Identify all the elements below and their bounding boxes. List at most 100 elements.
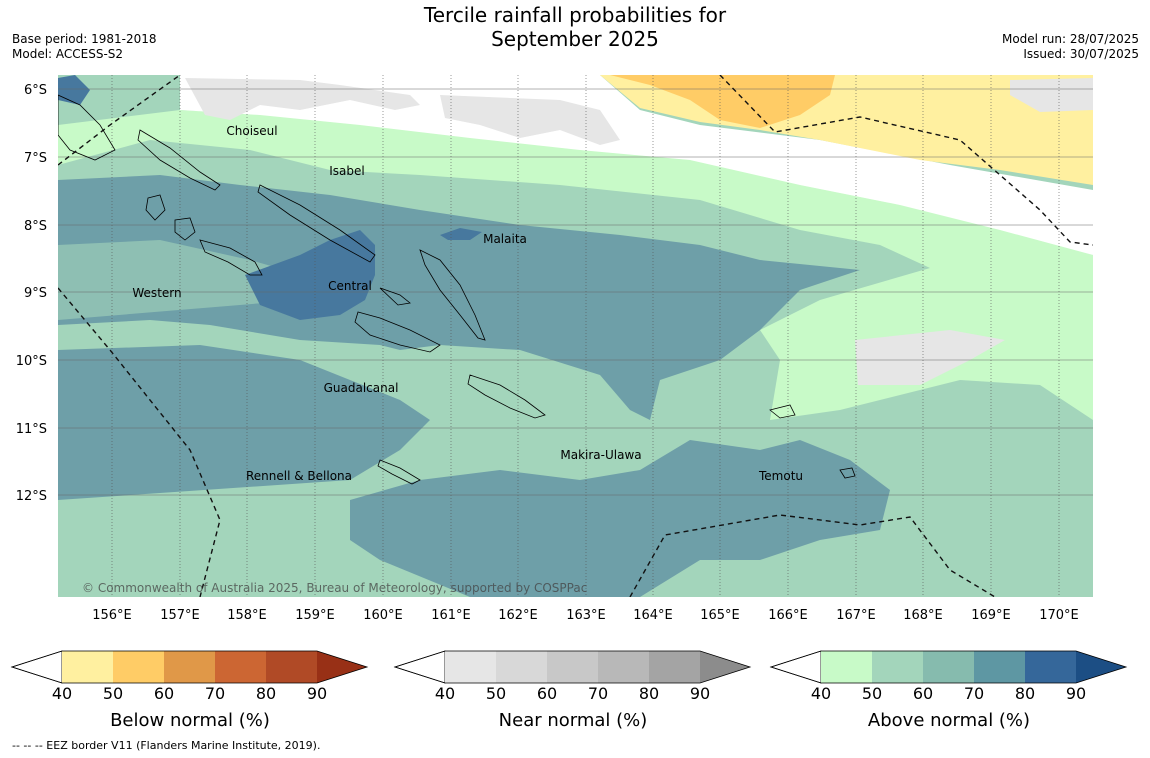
svg-text:70: 70 — [588, 684, 608, 703]
colorbar-near-swatch — [496, 651, 547, 683]
model-name: Model: ACCESS-S2 — [12, 47, 124, 61]
lat-label: 9°S — [24, 286, 47, 301]
label-temotu: Temotu — [758, 469, 803, 483]
island-western-b — [199, 239, 263, 276]
svg-text:80: 80 — [256, 684, 276, 703]
longitude-labels: 156°E 157°E 158°E 159°E 160°E 161°E 162°… — [92, 608, 1079, 623]
lon-label: 160°E — [363, 608, 403, 623]
colorbar-below — [10, 650, 369, 684]
lat-label: 8°S — [24, 219, 47, 234]
colorbar-above-swatch — [974, 651, 1025, 683]
lon-label: 166°E — [768, 608, 808, 623]
colorbar-near-max-arrow — [700, 651, 750, 683]
lon-label: 162°E — [498, 608, 538, 623]
zone-above-70 — [245, 230, 375, 320]
latitude-labels: 6°S 7°S 8°S 9°S 10°S 11°S 12°S — [16, 83, 47, 504]
lon-label: 165°E — [700, 608, 740, 623]
colorbar-near-swatch — [649, 651, 700, 683]
map-title: Tercile rainfall probabilities for Septe… — [375, 3, 775, 51]
svg-text:40: 40 — [811, 684, 831, 703]
svg-text:90: 90 — [1066, 684, 1086, 703]
label-isabel: Isabel — [329, 164, 364, 178]
svg-text:60: 60 — [154, 684, 174, 703]
island-isabel — [257, 184, 376, 263]
lon-label: 157°E — [160, 608, 200, 623]
svg-text:90: 90 — [690, 684, 710, 703]
lon-label: 164°E — [633, 608, 673, 623]
lon-label: 161°E — [431, 608, 471, 623]
colorbar-above — [769, 650, 1128, 684]
label-malaita: Malaita — [483, 232, 527, 246]
meridians — [111, 75, 1060, 597]
svg-text:40: 40 — [435, 684, 455, 703]
zone-above-60-b — [58, 345, 430, 500]
label-central: Central — [328, 279, 372, 293]
colorbar-above-min-arrow — [769, 650, 822, 684]
lon-label: 163°E — [566, 608, 606, 623]
colorbar-above-swatch — [821, 651, 872, 683]
lon-label: 169°E — [971, 608, 1011, 623]
colorbar-below-swatch — [164, 651, 215, 683]
lon-label: 168°E — [903, 608, 943, 623]
lon-label: 156°E — [92, 608, 132, 623]
zone-below-50 — [610, 75, 835, 128]
svg-text:50: 50 — [862, 684, 882, 703]
label-rennell-bellona: Rennell & Bellona — [246, 469, 352, 483]
zone-no-signal — [180, 75, 1093, 255]
island-choiseul — [137, 129, 221, 191]
island-western-c — [145, 194, 166, 221]
issued-date: Issued: 30/07/2025 — [1023, 47, 1139, 61]
svg-text:80: 80 — [1015, 684, 1035, 703]
zone-above-60-c — [350, 440, 890, 597]
svg-text:80: 80 — [639, 684, 659, 703]
island-temotu-b — [839, 467, 856, 479]
label-guadalcanal: Guadalcanal — [324, 381, 399, 395]
colorbar-below-swatch — [62, 651, 113, 683]
colorbar-below-swatch — [113, 651, 164, 683]
colorbar-above-swatch — [872, 651, 923, 683]
colorbar-below-max-arrow — [317, 651, 367, 683]
island-rennell — [377, 459, 421, 485]
probability-field — [58, 75, 1093, 597]
colorbar-above-swatch — [1025, 651, 1076, 683]
zone-near-40-b — [440, 95, 620, 145]
svg-text:70: 70 — [205, 684, 225, 703]
legend-above-label: Above normal (%) — [868, 710, 1030, 731]
coastlines — [58, 94, 856, 485]
zone-near-40-a — [185, 78, 420, 120]
svg-text:40: 40 — [52, 684, 72, 703]
island-florida — [379, 287, 411, 306]
zone-above-60 — [58, 175, 860, 420]
zone-above-50-west — [58, 240, 320, 320]
island-western-a — [174, 217, 196, 241]
colorbar-labels: Below normal (%) Near normal (%) Above n… — [110, 710, 1030, 731]
colorbar-near-swatch — [598, 651, 649, 683]
colorbar-above-swatch — [923, 651, 974, 683]
legend-below-label: Below normal (%) — [110, 710, 270, 731]
meta-left: Base period: 1981-2018 Model: ACCESS-S2 — [12, 32, 157, 62]
island-temotu-a — [769, 404, 796, 419]
lat-label: 7°S — [24, 151, 47, 166]
model-run: Model run: 28/07/2025 — [1001, 32, 1139, 46]
colorbar-near-swatch — [547, 651, 598, 683]
svg-text:50: 50 — [103, 684, 123, 703]
colorbar-below-swatch — [266, 651, 317, 683]
zone-near-40-d — [855, 330, 1005, 385]
island-guadalcanal — [354, 311, 441, 353]
lon-label: 158°E — [227, 608, 267, 623]
colorbar-near-swatch — [445, 651, 496, 683]
svg-text:70: 70 — [964, 684, 984, 703]
island-malaita — [419, 249, 486, 341]
lat-label: 12°S — [16, 489, 47, 504]
svg-text:50: 50 — [486, 684, 506, 703]
island-bougainville — [58, 94, 116, 161]
label-makira-ulawa: Makira-Ulawa — [560, 448, 641, 462]
parallels — [58, 88, 1093, 496]
copyright-text: © Commonwealth of Australia 2025, Bureau… — [82, 581, 587, 595]
label-choiseul: Choiseul — [226, 124, 277, 138]
lat-label: 6°S — [24, 83, 47, 98]
eez-footnote: -- -- -- EEZ border V11 (Flanders Marine… — [12, 739, 321, 752]
title-line-2: September 2025 — [491, 27, 659, 51]
legend-near-label: Near normal (%) — [499, 710, 648, 731]
